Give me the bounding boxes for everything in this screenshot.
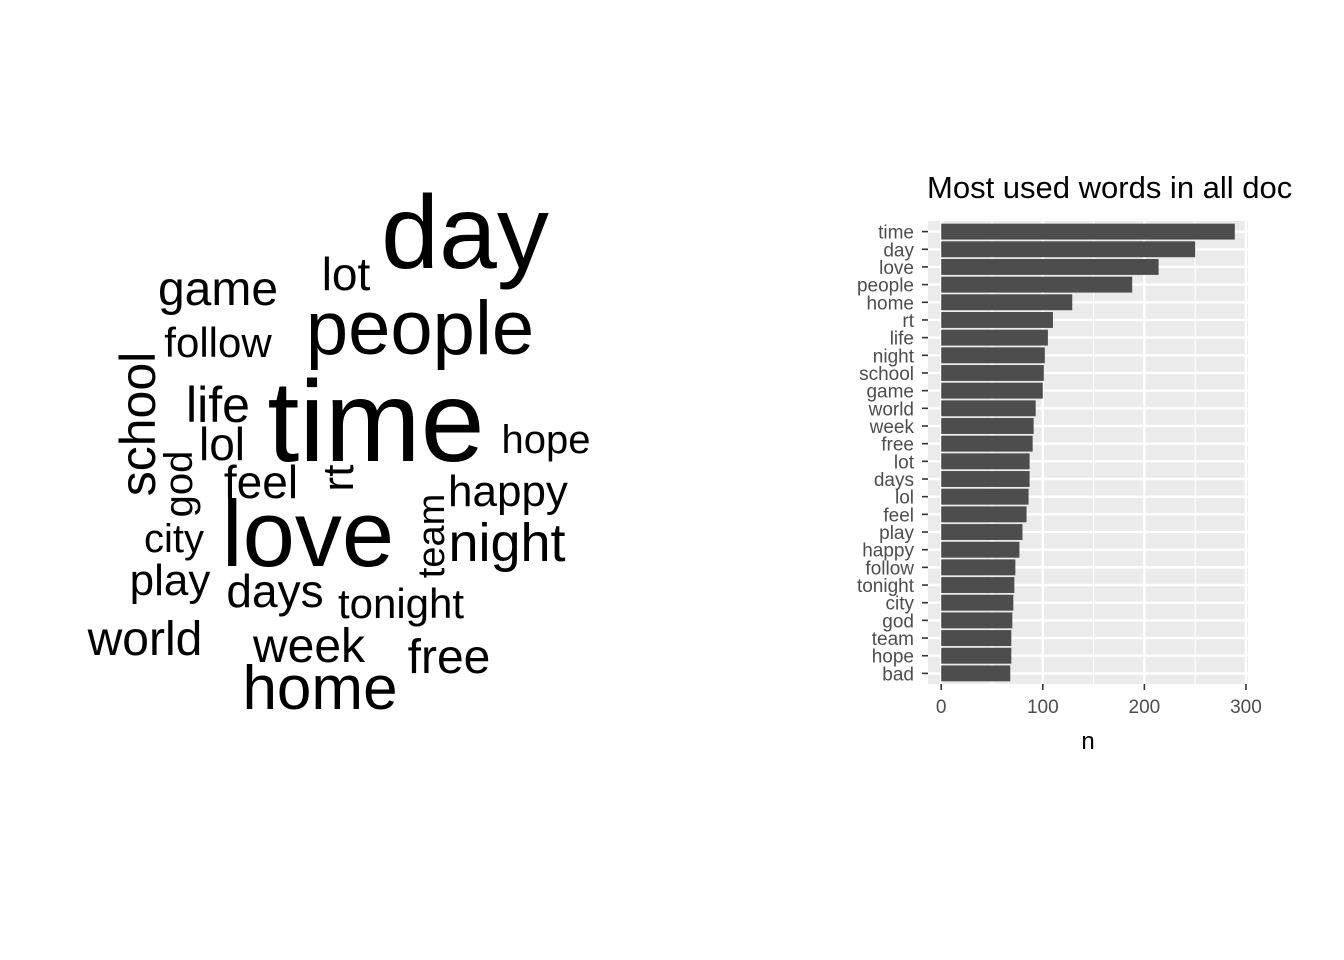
cloud-word-team: team [411,494,453,578]
cloud-word-life: life [186,377,250,433]
bar-rt [941,312,1053,328]
cloud-word-day: day [381,175,549,291]
cloud-word-time: time [267,358,484,486]
bar-free [941,435,1033,452]
y-tick-label: feel [883,505,914,526]
bar-chart: Most used words in all doc timedaylovepe… [857,170,1292,755]
y-tick-label: time [878,223,914,244]
y-tick-label: love [879,258,914,279]
bar-team [941,630,1012,647]
cloud-word-play: play [130,556,211,605]
y-tick-label: tonight [857,576,915,597]
bar-feel [941,506,1027,523]
y-tick-label: free [881,435,914,456]
bar-hope [941,647,1012,664]
bar-day [941,241,1196,258]
bar-days [941,471,1030,487]
y-tick-label: team [872,629,914,650]
y-tick-label: hope [872,647,914,668]
cloud-word-hope: hope [502,418,591,462]
bars [941,223,1235,682]
cloud-word-home: home [242,654,397,723]
cloud-word-lol: lol [199,418,245,470]
y-tick-label: rt [902,311,914,332]
y-tick-label: follow [865,558,914,579]
y-tick-label: school [859,364,914,385]
cloud-word-world: world [87,613,203,666]
cloud-word-week: week [252,620,366,673]
y-tick-label: world [868,399,914,420]
cloud-word-follow: follow [164,319,272,366]
bar-game [941,382,1043,399]
x-axis: 0 100 200 300 [936,684,1262,718]
x-axis-title: n [1081,728,1094,755]
y-tick-label: days [874,470,914,491]
cloud-word-people: people [306,286,534,371]
y-tick-label: city [886,594,915,615]
y-tick-label: game [866,382,914,403]
bar-happy [941,541,1020,558]
x-tick-label: 300 [1230,697,1262,718]
y-axis: timedaylovepeoplehomertlifenightschoolga… [857,223,928,685]
bar-lot [941,453,1030,470]
bar-time [941,223,1235,240]
bar-world [941,400,1036,417]
bar-city [941,594,1014,611]
cloud-word-school: school [110,352,166,497]
chart-title: Most used words in all doc [927,170,1292,205]
cloud-word-city: city [144,517,204,561]
y-tick-label: home [866,293,914,314]
cloud-word-game: game [158,263,278,316]
y-tick-label: night [873,346,915,367]
y-tick-label: week [869,417,915,438]
cloud-word-free: free [408,631,491,684]
cloud-word-happy: happy [448,467,568,516]
y-tick-label: lol [895,488,914,509]
cloud-word-days: days [226,565,323,617]
cloud-word-night: night [448,513,565,573]
bar-home [941,294,1073,311]
bar-play [941,524,1023,540]
bar-follow [941,559,1016,576]
y-tick-label: god [882,611,914,632]
cloud-word-love: love [222,481,394,586]
y-tick-label: people [857,276,914,297]
bar-people [941,276,1133,293]
bar-school [941,365,1044,381]
x-tick-label: 0 [936,697,947,718]
y-tick-label: life [890,329,914,350]
x-tick-label: 100 [1027,697,1059,718]
y-tick-label: lot [894,452,915,473]
bar-night [941,347,1045,364]
bar-life [941,329,1048,346]
bar-tonight [941,577,1015,593]
cloud-word-rt: rt [314,465,363,492]
bar-bad [941,665,1011,682]
y-tick-label: bad [882,664,914,685]
y-tick-label: day [883,240,914,261]
cloud-word-god: god [157,451,201,518]
cloud-word-lot: lot [322,248,371,300]
y-tick-label: play [879,523,914,544]
bar-lol [941,488,1029,505]
cloud-word-feel: feel [224,456,298,508]
x-tick-label: 200 [1129,697,1161,718]
word-cloud: time day love people home rt life night school ga… [87,175,591,723]
y-tick-label: happy [862,541,914,562]
bar-week [941,418,1034,434]
bar-love [941,258,1159,275]
cloud-word-tonight: tonight [338,580,464,627]
bar-god [941,612,1013,629]
